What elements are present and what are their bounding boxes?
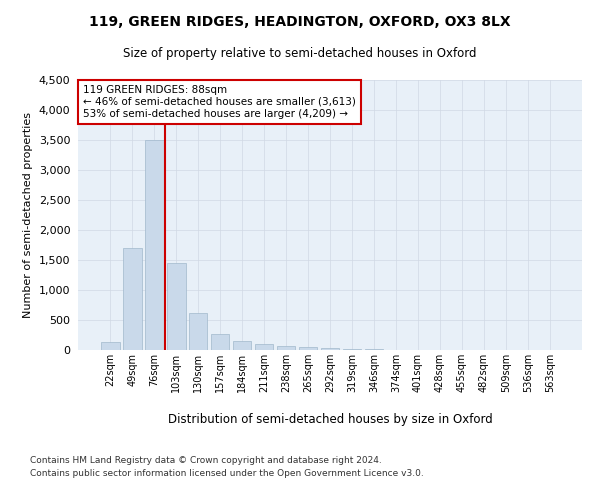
Text: Contains public sector information licensed under the Open Government Licence v3: Contains public sector information licen… [30, 468, 424, 477]
Bar [211, 334, 229, 350]
Y-axis label: Number of semi-detached properties: Number of semi-detached properties [23, 112, 33, 318]
Bar [320, 348, 340, 350]
Bar [255, 344, 274, 350]
Bar [123, 248, 142, 350]
Text: Distribution of semi-detached houses by size in Oxford: Distribution of semi-detached houses by … [167, 412, 493, 426]
Bar [233, 341, 251, 350]
Text: Contains HM Land Registry data © Crown copyright and database right 2024.: Contains HM Land Registry data © Crown c… [30, 456, 382, 465]
Text: Size of property relative to semi-detached houses in Oxford: Size of property relative to semi-detach… [123, 48, 477, 60]
Bar [101, 342, 119, 350]
Bar [145, 140, 164, 350]
Bar [299, 348, 317, 350]
Bar [277, 346, 295, 350]
Text: 119 GREEN RIDGES: 88sqm
← 46% of semi-detached houses are smaller (3,613)
53% of: 119 GREEN RIDGES: 88sqm ← 46% of semi-de… [83, 86, 356, 118]
Text: 119, GREEN RIDGES, HEADINGTON, OXFORD, OX3 8LX: 119, GREEN RIDGES, HEADINGTON, OXFORD, O… [89, 15, 511, 29]
Bar [167, 263, 185, 350]
Bar [189, 313, 208, 350]
Bar [343, 349, 361, 350]
